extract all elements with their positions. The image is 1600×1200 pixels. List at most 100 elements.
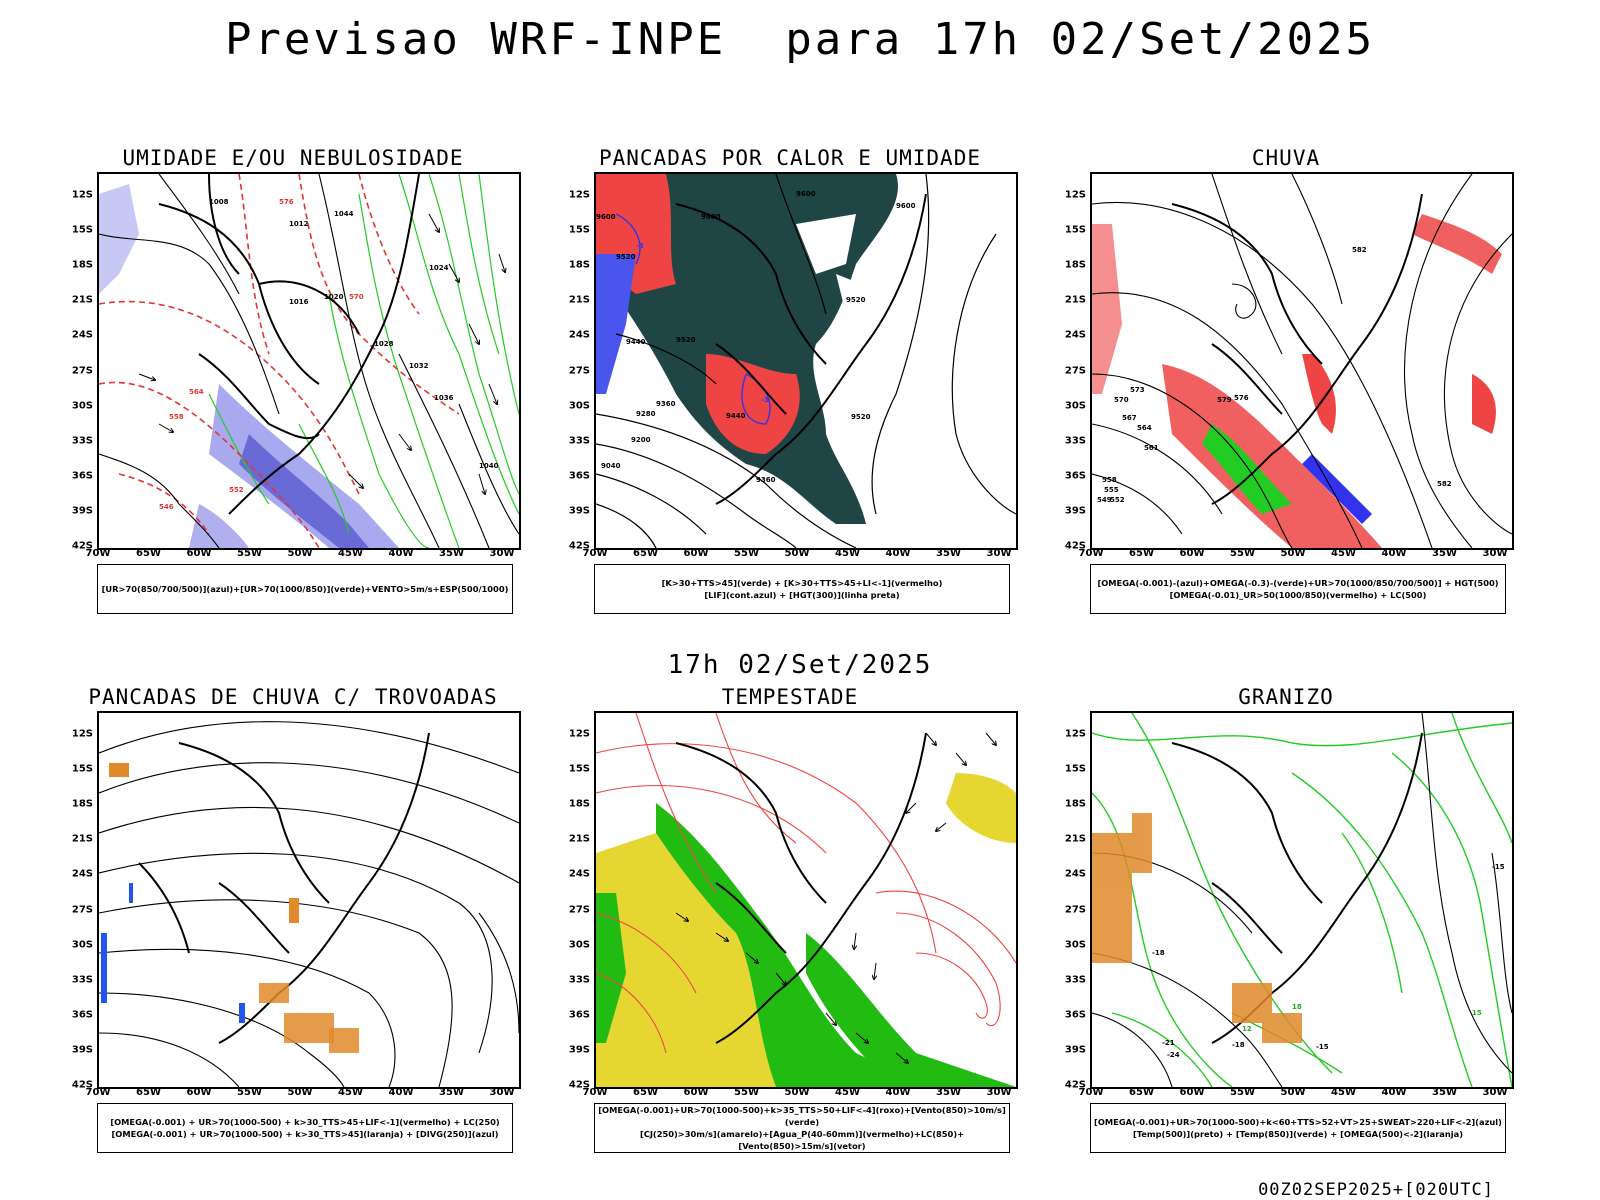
lon-tick-label: 30W xyxy=(489,548,515,559)
panel-legend: [UR>70(850/700/500)](azul)+[UR>70(1000/8… xyxy=(97,564,513,614)
lon-tick-label: 60W xyxy=(1179,1087,1205,1098)
svg-text:18: 18 xyxy=(1292,1003,1302,1011)
lat-tick-label: 24S xyxy=(71,868,93,880)
svg-text:561: 561 xyxy=(1144,444,1159,452)
forecast-date-label: 17h 02/Set/2025 xyxy=(667,650,933,680)
lon-tick-label: 35W xyxy=(936,548,961,559)
legend-line: [CJ(250)>30m/s](amarelo)+[Agua_P(40-60mm… xyxy=(639,1129,965,1151)
panel-legend: [OMEGA(-0.001)-(azul)+OMEGA(-0.3)-(verde… xyxy=(1090,564,1506,614)
panel-title: PANCADAS DE CHUVA C/ TROVOADAS xyxy=(88,685,498,709)
svg-text:552: 552 xyxy=(1110,496,1125,504)
lon-tick-label: 50W xyxy=(1280,1087,1306,1098)
legend-line: [OMEGA(-0.001) + UR>70(1000-500) + k>30_… xyxy=(110,1117,500,1127)
svg-text:1036: 1036 xyxy=(434,394,454,402)
svg-text:-15: -15 xyxy=(1492,863,1505,871)
lon-tick-label: 65W xyxy=(136,548,161,559)
lon-tick-label: 35W xyxy=(1432,1087,1457,1098)
lat-tick-label: 18S xyxy=(568,798,590,810)
legend-line: [K>30+TTS>45](verde) + [K>30+TTS>45+LI<-… xyxy=(661,578,943,588)
lat-tick-label: 27S xyxy=(71,904,93,915)
panel-umidade: UMIDADE E/OU NEBULOSIDADE xyxy=(72,146,521,626)
lat-tick-label: 24S xyxy=(568,329,590,341)
lat-tick-label: 27S xyxy=(71,365,93,376)
lon-tick-label: 40W xyxy=(885,548,911,559)
lon-tick-label: 65W xyxy=(1129,548,1154,559)
lon-tick-label: 50W xyxy=(1280,548,1306,559)
svg-text:9040: 9040 xyxy=(601,462,621,470)
lon-tick-label: 35W xyxy=(1432,548,1457,559)
lat-tick-label: 24S xyxy=(71,329,93,341)
lat-tick-label: 24S xyxy=(1064,329,1086,341)
lon-tick-label: 40W xyxy=(388,548,414,559)
lon-tick-label: 65W xyxy=(633,548,658,559)
svg-text:9440: 9440 xyxy=(726,412,746,420)
svg-text:-3: -3 xyxy=(636,242,644,250)
map-graphic xyxy=(99,721,519,1087)
lat-tick-label: 27S xyxy=(568,904,590,915)
lat-tick-label: 12S xyxy=(568,189,590,201)
svg-text:-18: -18 xyxy=(1232,1041,1245,1049)
lat-tick-label: 15S xyxy=(1064,224,1086,236)
svg-text:1028: 1028 xyxy=(374,340,394,348)
lat-tick-label: 15S xyxy=(568,763,590,775)
svg-text:570: 570 xyxy=(349,293,364,301)
svg-text:576: 576 xyxy=(1234,394,1249,402)
lat-tick-label: 27S xyxy=(1064,904,1086,915)
lon-tick-label: 50W xyxy=(287,1087,313,1098)
lon-tick-label: 35W xyxy=(439,548,464,559)
lat-tick-label: 36S xyxy=(568,1009,590,1021)
lon-tick-label: 60W xyxy=(1179,548,1205,559)
lon-tick-label: 55W xyxy=(734,1087,759,1098)
map-umidade: 1008 1012 1016 1020 1024 1028 1032 1036 1040 1… xyxy=(97,172,521,550)
legend-line: [OMEGA(-0.001)+UR>70(1000-500)+k<60+TTS>… xyxy=(1094,1117,1502,1127)
lat-tick-label: 27S xyxy=(1064,365,1086,376)
lat-tick-label: 42S xyxy=(1064,1079,1086,1091)
lon-tick-label: 60W xyxy=(186,548,212,559)
svg-text:1024: 1024 xyxy=(429,264,449,272)
svg-text:-15: -15 xyxy=(1316,1043,1329,1051)
lat-tick-label: 39S xyxy=(568,505,590,517)
lon-tick-label: 55W xyxy=(237,548,262,559)
svg-text:-21: -21 xyxy=(1162,1039,1175,1047)
lon-tick-label: 70W xyxy=(85,1087,111,1098)
svg-text:582: 582 xyxy=(1437,480,1452,488)
lon-tick-label: 60W xyxy=(683,548,709,559)
lon-tick-label: 70W xyxy=(582,548,608,559)
lat-tick-label: 42S xyxy=(71,1079,93,1091)
lon-tick-label: 40W xyxy=(885,1087,911,1098)
panel-title: GRANIZO xyxy=(1238,685,1334,709)
panel-title: UMIDADE E/OU NEBULOSIDADE xyxy=(122,146,464,170)
map-tempestade xyxy=(594,711,1018,1089)
lat-tick-label: 30S xyxy=(568,400,590,412)
lon-tick-label: 55W xyxy=(237,1087,262,1098)
lon-tick-label: 30W xyxy=(489,1087,515,1098)
legend-line: [OMEGA(-0.001)-(azul)+OMEGA(-0.3)-(verde… xyxy=(1097,578,1499,588)
lat-tick-label: 36S xyxy=(71,1009,93,1021)
lat-tick-label: 36S xyxy=(71,470,93,482)
lat-tick-label: 27S xyxy=(568,365,590,376)
svg-text:567: 567 xyxy=(1122,414,1137,422)
svg-text:576: 576 xyxy=(279,198,294,206)
svg-text:9600: 9600 xyxy=(796,190,816,198)
svg-text:1020: 1020 xyxy=(324,293,344,301)
lon-tick-label: 30W xyxy=(986,548,1012,559)
lon-tick-label: 45W xyxy=(338,1087,363,1098)
lon-tick-label: 50W xyxy=(784,548,810,559)
svg-text:555: 555 xyxy=(1104,486,1119,494)
model-run-label: 00Z02SEP2025+[020UTC] xyxy=(1258,1180,1494,1200)
lat-tick-label: 18S xyxy=(1064,259,1086,271)
lat-tick-label: 18S xyxy=(71,259,93,271)
svg-text:9440: 9440 xyxy=(626,338,646,346)
svg-text:564: 564 xyxy=(1137,424,1152,432)
lat-tick-label: 33S xyxy=(1064,974,1086,986)
lat-tick-label: 12S xyxy=(1064,728,1086,740)
lat-tick-label: 36S xyxy=(1064,1009,1086,1021)
legend-line: [UR>70(850/700/500)](azul)+[UR>70(1000/8… xyxy=(101,584,509,594)
lon-tick-label: 45W xyxy=(835,1087,860,1098)
map-graphic: -18 -15 -18 -21 -24 -15 12 15 18 xyxy=(1092,713,1512,1087)
panel-chuva: CHUVA xyxy=(1065,146,1514,626)
lat-tick-label: 30S xyxy=(1064,939,1086,951)
lat-tick-label: 18S xyxy=(71,798,93,810)
legend-line: [OMEGA(-0.01)_UR>50(1000/850)(vermelho) … xyxy=(1169,590,1427,600)
